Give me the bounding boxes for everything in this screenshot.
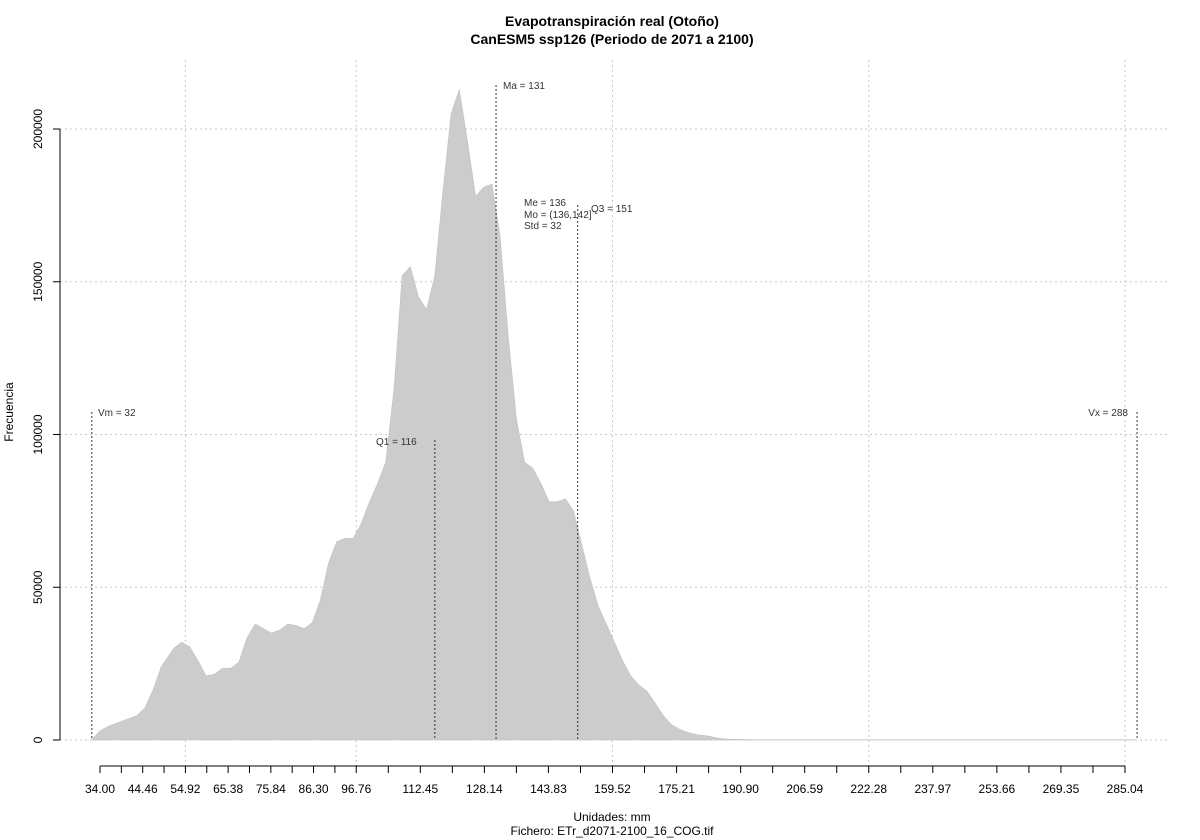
density-area xyxy=(91,89,1138,741)
x-tick-label: 237.97 xyxy=(914,782,951,796)
x-tick-label: 128.14 xyxy=(466,782,503,796)
ma-label: Ma = 131 xyxy=(503,81,545,92)
q3-label: Q3 = 151 xyxy=(591,204,633,215)
vx-label: Vx = 288 xyxy=(1088,408,1128,419)
x-tick-label: 253.66 xyxy=(979,782,1016,796)
vm-label: Vm = 32 xyxy=(98,408,136,419)
y-tick-label: 50000 xyxy=(31,570,45,604)
mo-label: Mo = (136,142] xyxy=(524,210,592,221)
x-tick-label: 143.83 xyxy=(530,782,567,796)
x-axis-label: Unidades: mm xyxy=(573,810,650,824)
x-tick-label: 86.30 xyxy=(299,782,329,796)
y-tick-label: 0 xyxy=(31,736,45,743)
x-tick-label: 206.59 xyxy=(786,782,823,796)
x-tick-label: 269.35 xyxy=(1043,782,1080,796)
x-tick-label: 285.04 xyxy=(1107,782,1144,796)
q1-label: Q1 = 116 xyxy=(376,437,417,448)
statistic-lines xyxy=(91,85,1138,740)
x-tick-label: 44.46 xyxy=(128,782,158,796)
y-axis-label: Frecuencia xyxy=(2,382,16,442)
x-axis-ticks: 34.00 44.46 54.92 65.38 75.84 86.30 96.76 112.4… xyxy=(85,766,1144,796)
y-axis-ticks: 0 50000 100000 150000 200000 xyxy=(31,109,60,743)
me-label: Me = 136 xyxy=(524,198,566,209)
x-tick-label: 190.90 xyxy=(722,782,759,796)
x-tick-label: 96.76 xyxy=(341,782,371,796)
x-tick-label: 54.92 xyxy=(170,782,200,796)
x-tick-label: 34.00 xyxy=(85,782,115,796)
y-tick-label: 100000 xyxy=(31,414,45,454)
y-tick-label: 150000 xyxy=(31,261,45,301)
std-label: Std = 32 xyxy=(524,221,562,232)
y-tick-label: 200000 xyxy=(31,109,45,149)
x-tick-label: 112.45 xyxy=(402,782,438,796)
x-tick-label: 175.21 xyxy=(658,782,695,796)
x-tick-label: 75.84 xyxy=(256,782,286,796)
x-tick-label: 159.52 xyxy=(594,782,631,796)
chart-title: Evapotranspiración real (Otoño) xyxy=(505,13,719,29)
x-tick-label: 65.38 xyxy=(213,782,243,796)
x-tick-label: 222.28 xyxy=(850,782,887,796)
file-footer: Fichero: ETr_d2071-2100_16_COG.tif xyxy=(511,824,715,838)
chart-subtitle: CanESM5 ssp126 (Periodo de 2071 a 2100) xyxy=(470,31,753,47)
